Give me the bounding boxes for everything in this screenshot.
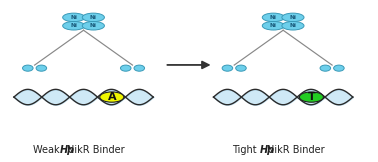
Ellipse shape [121, 65, 131, 71]
Ellipse shape [262, 22, 284, 30]
Text: T: T [308, 92, 315, 102]
Circle shape [299, 92, 324, 102]
Text: NikR Binder: NikR Binder [67, 145, 125, 155]
Text: A: A [107, 92, 116, 102]
Text: Ni: Ni [90, 23, 97, 28]
Ellipse shape [36, 65, 46, 71]
Text: Ni: Ni [270, 23, 277, 28]
Text: Ni: Ni [90, 15, 97, 20]
Ellipse shape [82, 13, 104, 22]
Ellipse shape [334, 65, 344, 71]
Text: Hp: Hp [60, 145, 75, 155]
Ellipse shape [222, 65, 233, 71]
Text: Ni: Ni [290, 15, 296, 20]
Text: Tight: Tight [232, 145, 260, 155]
Text: Ni: Ni [70, 15, 77, 20]
Ellipse shape [82, 22, 104, 30]
Ellipse shape [134, 65, 144, 71]
Text: Hp: Hp [259, 145, 274, 155]
Ellipse shape [282, 22, 304, 30]
Text: Ni: Ni [70, 23, 77, 28]
Text: Ni: Ni [270, 15, 277, 20]
Text: NikR Binder: NikR Binder [266, 145, 324, 155]
Text: Ni: Ni [290, 23, 296, 28]
Ellipse shape [262, 13, 284, 22]
Ellipse shape [236, 65, 246, 71]
Text: Weak: Weak [33, 145, 62, 155]
Circle shape [100, 92, 124, 102]
Ellipse shape [320, 65, 331, 71]
Ellipse shape [63, 13, 85, 22]
Ellipse shape [63, 22, 85, 30]
Ellipse shape [23, 65, 33, 71]
Ellipse shape [282, 13, 304, 22]
